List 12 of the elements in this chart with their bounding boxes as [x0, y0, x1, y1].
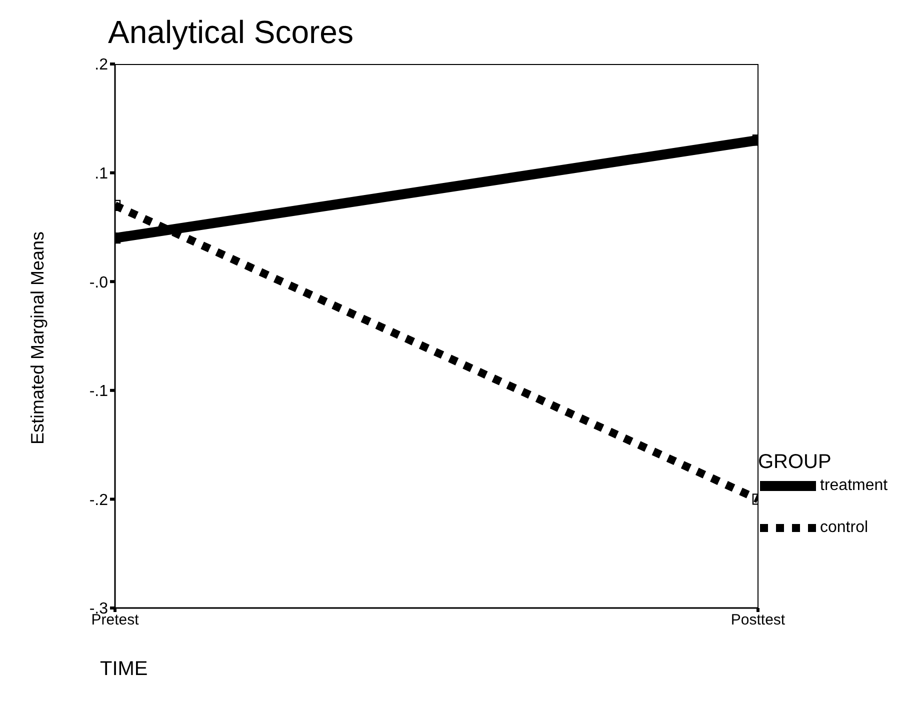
x-tick-label: Posttest: [730, 612, 786, 629]
y-axis-title: Estimated Marginal Means: [28, 231, 48, 445]
chart-title: Analytical Scores: [108, 14, 354, 51]
y-tick-label: -.1: [89, 383, 108, 400]
legend-label: control: [820, 519, 868, 537]
y-tick-label: .2: [94, 56, 108, 74]
y-tick-label: -.0: [89, 274, 108, 292]
legend-label: treatment: [820, 477, 888, 495]
legend-title: GROUP: [758, 451, 832, 474]
x-axis-title: TIME: [100, 658, 148, 681]
y-tick-label: .1: [94, 165, 108, 182]
y-tick-label: -.2: [89, 492, 108, 509]
